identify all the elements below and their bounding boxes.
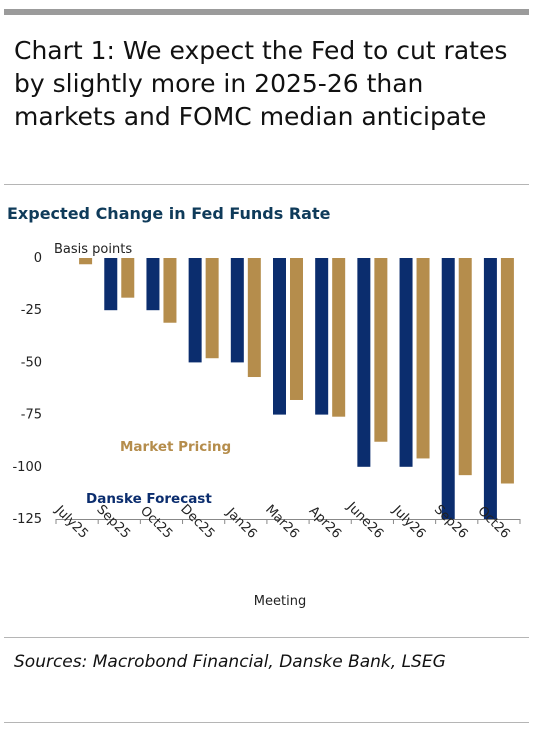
market-pricing-bar — [290, 258, 303, 400]
danske-forecast-bar — [188, 258, 202, 363]
x-tick-label: Oct25 — [137, 504, 175, 542]
y-tick-label: -100 — [12, 460, 42, 475]
y-axis-unit-label: Basis points — [54, 242, 132, 257]
x-tick-label: Sep25 — [93, 502, 133, 542]
chart-title: Expected Change in Fed Funds Rate — [7, 204, 331, 223]
danske-forecast-bar — [230, 258, 244, 363]
danske-forecast-bar — [357, 258, 371, 467]
bar-chart: 0 -25 -50 -75 -100 -125 Basis points July25 Se… — [12, 242, 521, 609]
bars — [79, 258, 514, 519]
y-tick-label: -75 — [21, 408, 42, 423]
bottom-divider — [4, 722, 529, 723]
danske-forecast-bar — [441, 258, 455, 519]
y-tick-label: -125 — [12, 512, 42, 527]
market-pricing-bar — [332, 258, 346, 417]
y-tick-label: 0 — [34, 251, 42, 266]
sources-divider — [4, 637, 529, 638]
x-axis-label: Meeting — [254, 594, 306, 609]
x-tick-label: June26 — [343, 499, 386, 542]
danske-forecast-bar — [273, 258, 286, 415]
x-tick-label: July25 — [51, 502, 91, 542]
market-pricing-bar — [205, 258, 219, 359]
danske-forecast-bar — [315, 258, 329, 415]
danske-forecast-bar — [483, 258, 497, 519]
market-pricing-bar — [374, 258, 388, 442]
sources-note: Sources: Macrobond Financial, Danske Ban… — [14, 652, 446, 672]
market-pricing-bar — [500, 258, 514, 484]
x-tick-label: Dec25 — [177, 502, 217, 542]
x-tick-label: July26 — [389, 502, 429, 542]
market-pricing-bar — [458, 258, 472, 476]
market-pricing-bar — [416, 258, 430, 459]
x-tick-label: Apr26 — [306, 504, 344, 542]
y-tick-label: -50 — [21, 355, 42, 370]
market-pricing-bar — [121, 258, 135, 298]
x-tick-label: Jan26 — [222, 505, 259, 542]
chart-headline: Chart 1: We expect the Fed to cut rates … — [14, 36, 508, 131]
x-tick-label: Mar26 — [262, 502, 302, 542]
market-pricing-bar — [163, 258, 177, 323]
y-axis: 0 -25 -50 -75 -100 -125 — [12, 251, 42, 527]
danske-forecast-bar — [399, 258, 413, 467]
market-pricing-bar — [79, 258, 93, 265]
danske-forecast-bar — [104, 258, 118, 311]
legend-danske-forecast: Danske Forecast — [86, 491, 212, 507]
headline-divider — [4, 184, 529, 185]
danske-forecast-bar — [146, 258, 160, 311]
market-pricing-bar — [247, 258, 261, 378]
top-rule — [4, 9, 529, 15]
y-tick-label: -25 — [21, 303, 42, 318]
legend-market-pricing: Market Pricing — [120, 439, 231, 455]
